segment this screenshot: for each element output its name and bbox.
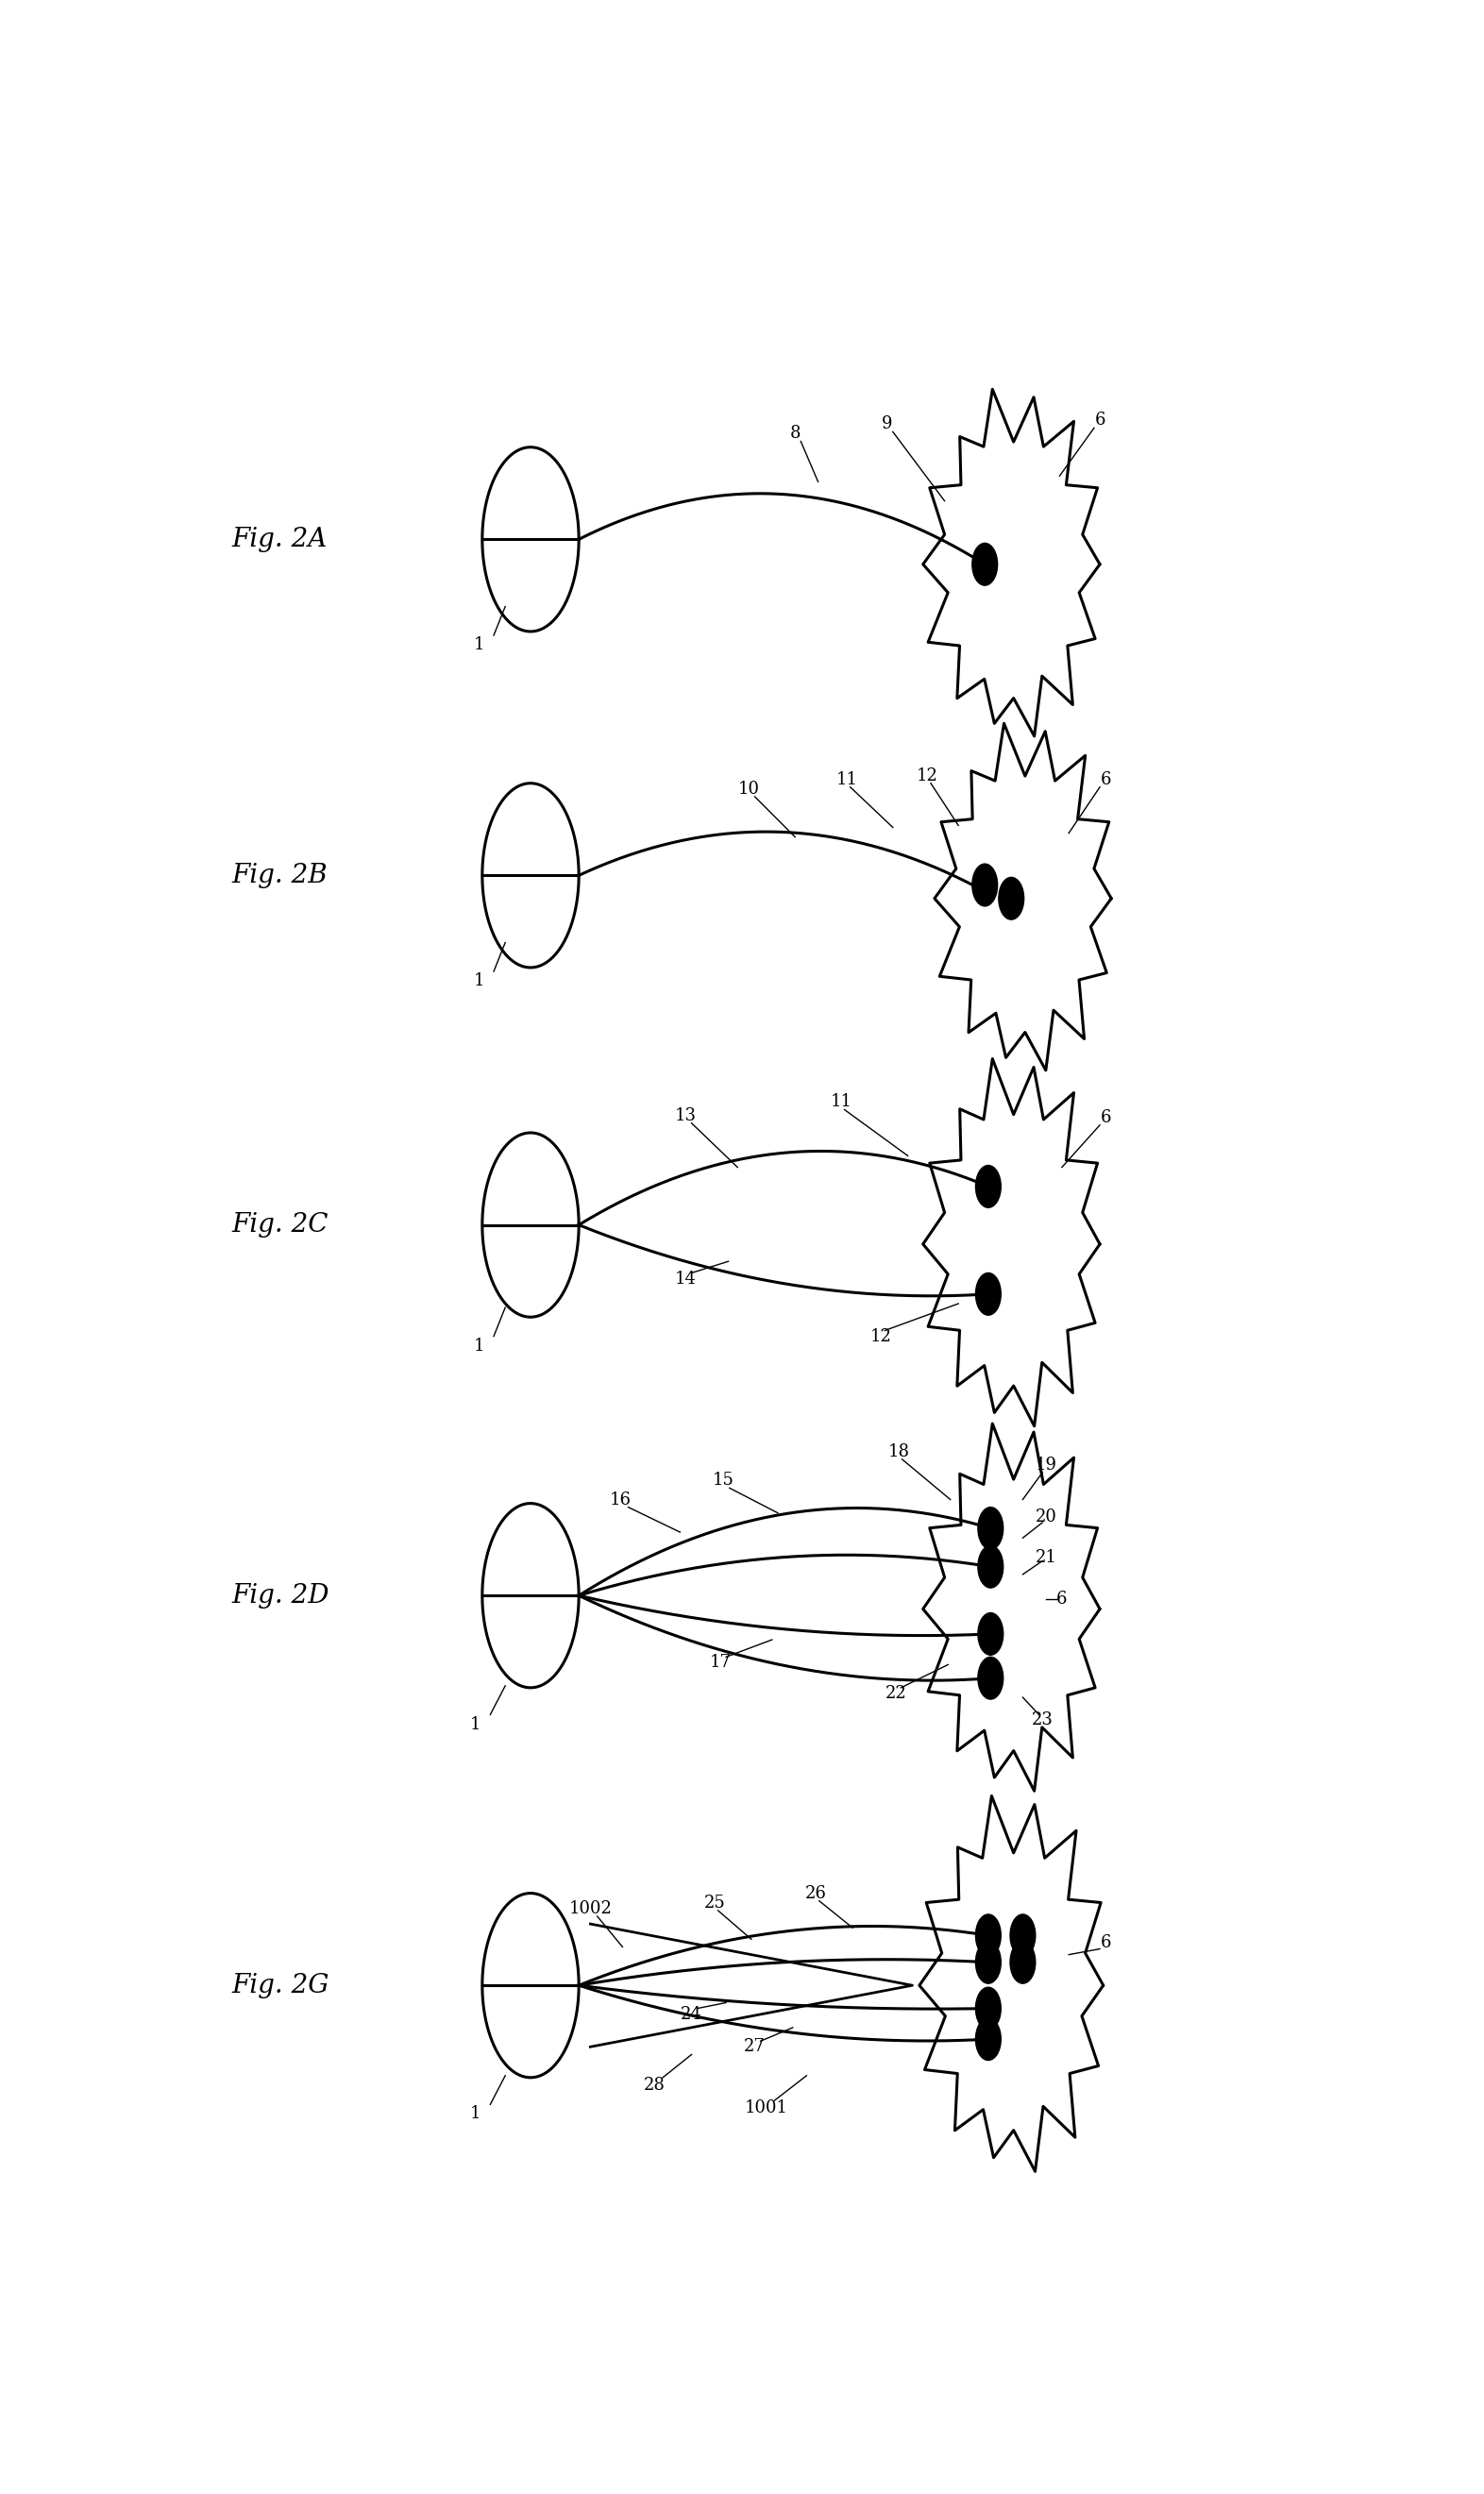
Text: 13: 13	[675, 1107, 696, 1125]
Circle shape	[975, 1272, 1000, 1314]
Circle shape	[978, 1614, 1003, 1656]
Text: 27: 27	[743, 2038, 766, 2055]
Text: 6: 6	[1100, 771, 1112, 788]
Text: 6: 6	[1100, 1935, 1112, 1953]
Text: 6: 6	[1094, 412, 1106, 429]
Text: Fig. 2D: Fig. 2D	[232, 1584, 329, 1609]
Text: 26: 26	[804, 1885, 827, 1903]
Text: 1: 1	[473, 1337, 484, 1354]
Text: 12: 12	[871, 1327, 892, 1344]
Text: 23: 23	[1031, 1711, 1054, 1728]
Circle shape	[972, 863, 997, 905]
Text: 12: 12	[917, 768, 938, 783]
Circle shape	[978, 1506, 1003, 1549]
Text: 22: 22	[886, 1686, 907, 1701]
Text: 1: 1	[470, 1716, 481, 1733]
Text: Fig. 2G: Fig. 2G	[232, 1973, 329, 1998]
Text: 20: 20	[1034, 1509, 1057, 1526]
Circle shape	[975, 2018, 1000, 2060]
Text: 1002: 1002	[568, 1900, 611, 1918]
Text: Fig. 2B: Fig. 2B	[232, 863, 328, 888]
Text: Fig. 2A: Fig. 2A	[232, 526, 326, 551]
Text: 10: 10	[738, 781, 760, 798]
Text: 1001: 1001	[745, 2100, 788, 2117]
Text: 14: 14	[675, 1269, 696, 1287]
Circle shape	[978, 1546, 1003, 1589]
Text: 6: 6	[1057, 1591, 1067, 1609]
Circle shape	[1011, 1940, 1036, 1983]
Text: 15: 15	[712, 1471, 735, 1489]
Text: 8: 8	[789, 424, 800, 441]
Text: 9: 9	[881, 416, 892, 431]
Circle shape	[1011, 1915, 1036, 1958]
Text: Fig. 2C: Fig. 2C	[232, 1212, 328, 1237]
Circle shape	[972, 544, 997, 586]
Circle shape	[999, 878, 1024, 920]
Text: 25: 25	[703, 1895, 726, 1910]
Text: 6: 6	[1100, 1110, 1112, 1125]
Circle shape	[975, 1940, 1000, 1983]
Text: 28: 28	[644, 2078, 665, 2095]
Text: 21: 21	[1034, 1549, 1057, 1566]
Text: 18: 18	[887, 1444, 910, 1459]
Circle shape	[975, 1915, 1000, 1958]
Text: 24: 24	[681, 2005, 702, 2023]
Circle shape	[975, 1165, 1000, 1207]
Text: 17: 17	[709, 1654, 732, 1671]
Circle shape	[978, 1656, 1003, 1698]
Text: 1: 1	[470, 2105, 481, 2122]
Text: 16: 16	[610, 1491, 631, 1509]
Text: 11: 11	[830, 1092, 852, 1110]
Text: 1: 1	[473, 973, 484, 990]
Text: 11: 11	[835, 771, 858, 788]
Text: 1: 1	[473, 636, 484, 653]
Text: 19: 19	[1034, 1456, 1057, 1474]
Circle shape	[975, 1988, 1000, 2030]
